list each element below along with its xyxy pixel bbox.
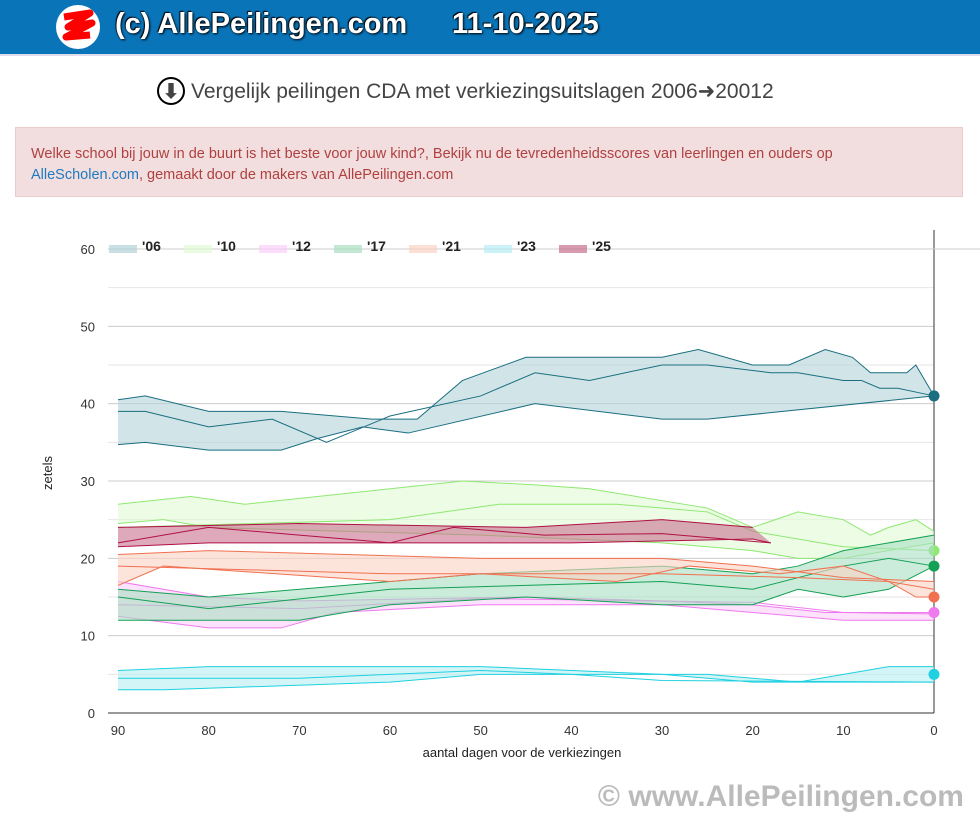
y-tick-label: 30 bbox=[81, 474, 95, 489]
series-lower-line bbox=[118, 673, 934, 691]
banner-text-2: , gemaakt door de makers van AllePeiling… bbox=[139, 167, 454, 183]
series-mid-line bbox=[117, 503, 935, 552]
series-band bbox=[118, 481, 934, 559]
y-tick-label: 20 bbox=[81, 551, 95, 566]
logo-icon[interactable] bbox=[56, 5, 100, 49]
series-final-point bbox=[928, 560, 940, 572]
series-band bbox=[118, 535, 934, 621]
series-band bbox=[118, 519, 771, 547]
page-title: ⬇ Vergelijk peilingen CDA met verkiezing… bbox=[157, 77, 774, 105]
y-tick-label: 0 bbox=[88, 706, 95, 721]
legend-label: '10 bbox=[217, 238, 236, 254]
x-tick-label: 10 bbox=[836, 723, 850, 738]
banner-text: Welke school bij jouw in de buurt is het… bbox=[31, 146, 833, 162]
y-tick-label: 10 bbox=[81, 629, 95, 644]
watermark: © www.AllePeilingen.com bbox=[597, 780, 964, 813]
series-mid-line bbox=[118, 364, 935, 443]
ad-banner: Welke school bij jouw in de buurt is het… bbox=[15, 127, 963, 197]
series-lower-line bbox=[117, 565, 934, 598]
x-tick-label: 70 bbox=[292, 723, 306, 738]
series-mid-line bbox=[117, 565, 935, 590]
x-tick-label: 50 bbox=[473, 723, 487, 738]
series-lower-line bbox=[118, 565, 935, 621]
legend-swatch bbox=[259, 245, 287, 253]
header-date: 11-10-2025 bbox=[452, 8, 599, 40]
series-21 bbox=[117, 550, 940, 603]
series-23 bbox=[117, 666, 940, 691]
x-axis-label: aantal dagen voor de verkiezingen bbox=[423, 745, 622, 760]
y-tick-label: 50 bbox=[81, 319, 95, 334]
series-upper-line bbox=[117, 534, 935, 598]
x-tick-label: 30 bbox=[655, 723, 669, 738]
series-mid-line bbox=[118, 669, 935, 683]
x-tick-label: 60 bbox=[383, 723, 397, 738]
x-tick-label: 80 bbox=[201, 723, 215, 738]
x-tick-label: 20 bbox=[745, 723, 759, 738]
series-final-point bbox=[928, 591, 940, 603]
legend-label: '06 bbox=[142, 238, 161, 254]
x-tick-label: 90 bbox=[111, 723, 125, 738]
download-icon[interactable]: ⬇ bbox=[157, 77, 185, 105]
legend-label: '23 bbox=[517, 238, 536, 254]
legend-swatch bbox=[334, 245, 362, 253]
legend-swatch bbox=[109, 245, 137, 253]
series-mid-line bbox=[117, 526, 771, 544]
legend-label: '17 bbox=[367, 238, 386, 254]
top-bar: (c) AllePeilingen.com 11-10-2025 bbox=[0, 0, 980, 56]
legend-label: '25 bbox=[592, 238, 611, 254]
series-upper-line bbox=[117, 519, 753, 528]
site-brand[interactable]: (c) AllePeilingen.com bbox=[115, 8, 408, 40]
legend-label: '12 bbox=[292, 238, 311, 254]
x-tick-label: 0 bbox=[930, 723, 937, 738]
series-mid-line bbox=[117, 557, 935, 610]
series-final-point bbox=[928, 390, 940, 402]
legend-label: '21 bbox=[442, 238, 461, 254]
y-axis-label: zetels bbox=[40, 456, 55, 490]
series-lower-line bbox=[117, 538, 771, 548]
series-upper-line bbox=[117, 480, 935, 536]
series-10 bbox=[117, 480, 940, 559]
series-upper-line bbox=[117, 349, 935, 420]
series-06 bbox=[117, 349, 940, 451]
series-upper-line bbox=[117, 550, 935, 583]
series-25 bbox=[117, 519, 771, 548]
poll-chart: 0 10 20 30 40 50 60 90 80 70 60 50 40 30 20 10 0 aantal d… bbox=[40, 230, 980, 760]
series-upper-line bbox=[117, 666, 934, 683]
series-lower-line bbox=[117, 604, 934, 629]
legend-swatch bbox=[559, 245, 587, 253]
series-final-point bbox=[928, 606, 940, 618]
page-title-text: Vergelijk peilingen CDA met verkiezingsu… bbox=[191, 79, 774, 103]
series-final-point bbox=[928, 668, 940, 680]
legend-swatch bbox=[184, 245, 212, 253]
legend-swatch bbox=[484, 245, 512, 253]
series-17 bbox=[117, 534, 940, 621]
legend-swatch bbox=[409, 245, 437, 253]
allescholen-link[interactable]: AlleScholen.com bbox=[31, 167, 139, 183]
x-tick-label: 40 bbox=[564, 723, 578, 738]
series-band bbox=[118, 349, 934, 451]
y-tick-label: 60 bbox=[81, 242, 95, 257]
y-tick-label: 40 bbox=[81, 397, 95, 412]
